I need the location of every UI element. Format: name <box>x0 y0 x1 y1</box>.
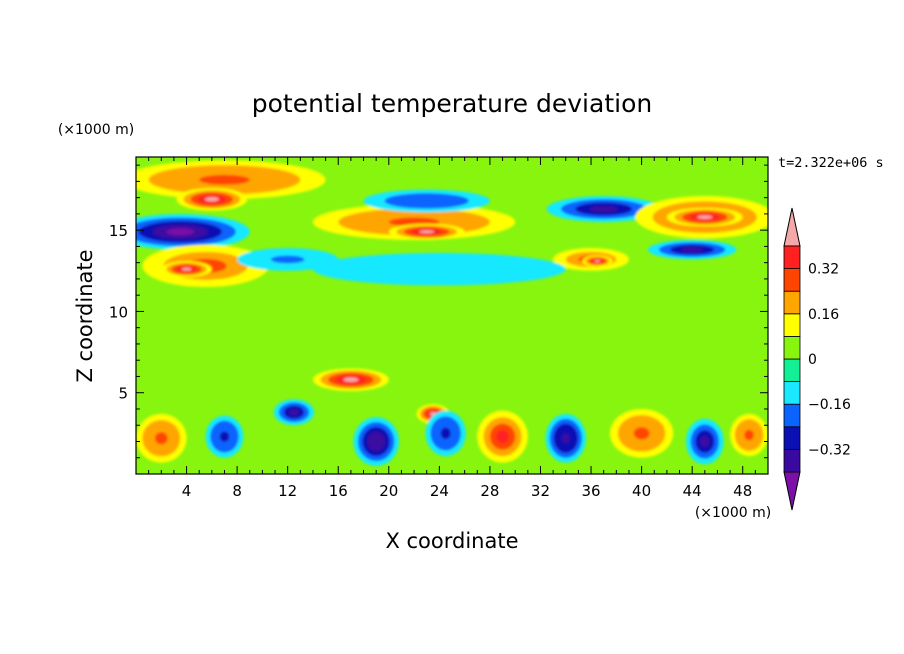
colorbar-segment <box>783 335 801 360</box>
x-tick-label: 36 <box>581 482 600 500</box>
colorbar-segment <box>783 426 801 450</box>
contour-feature <box>312 252 566 286</box>
y-axis-label: Z coordinate <box>73 249 97 382</box>
x-tick-label: 28 <box>480 482 499 500</box>
plot-area <box>135 156 769 475</box>
contour-feature <box>154 432 168 445</box>
x-tick-label: 40 <box>632 482 651 500</box>
x-tick-label: 12 <box>278 482 297 500</box>
contour-feature <box>589 205 618 213</box>
x-tick-label: 32 <box>531 482 550 500</box>
contour-feature <box>496 430 509 444</box>
chart-title: potential temperature deviation <box>252 89 652 118</box>
y-axis: 5 10 15 <box>109 164 768 459</box>
contour-feature <box>199 174 250 185</box>
x-unit-label: (×1000 m) <box>695 505 771 521</box>
x-tick-label: 16 <box>329 482 348 500</box>
colorbar-lower-extend <box>783 471 801 511</box>
contour-feature <box>166 228 195 236</box>
colorbar-segment <box>783 358 801 383</box>
colorbar-tick-label: 0.32 <box>808 262 839 278</box>
time-label: t=2.322e+06 s <box>778 155 884 171</box>
colorbar: −0.32 −0.16 0 0.16 0.32 <box>783 207 851 511</box>
y-tick-label: 10 <box>109 303 128 321</box>
colorbar-segment <box>783 381 801 405</box>
colorbar-segment <box>783 403 801 428</box>
x-axis: 4 8 12 16 20 24 28 32 36 40 44 48 <box>148 157 756 500</box>
colorbar-segment <box>783 268 801 292</box>
contour-feature <box>371 436 381 447</box>
x-tick-label: 20 <box>379 482 398 500</box>
contour-feature <box>561 433 570 444</box>
contour-feature <box>204 196 219 202</box>
colorbar-tick-label: 0.16 <box>808 307 839 323</box>
contour-feature <box>270 255 305 264</box>
x-tick-label: 48 <box>733 482 752 500</box>
contour-feature <box>181 267 192 271</box>
colorbar-segment <box>783 245 801 270</box>
colorbar-upper-extend <box>783 207 801 247</box>
contour-feature <box>681 247 704 253</box>
x-tick-label: 24 <box>430 482 449 500</box>
contour-feature <box>697 215 713 220</box>
x-tick-label: 4 <box>182 482 192 500</box>
contour-feature <box>343 377 359 382</box>
y-tick-label: 5 <box>118 385 128 403</box>
contour-field <box>136 160 768 466</box>
contour-feature <box>288 408 300 416</box>
contour-feature <box>219 431 230 442</box>
y-unit-label: (×1000 m) <box>58 122 134 138</box>
contour-feature <box>419 230 435 234</box>
contour-feature <box>744 429 754 441</box>
colorbar-tick-label: 0 <box>808 352 817 368</box>
x-tick-label: 44 <box>683 482 702 500</box>
colorbar-tick-label: −0.32 <box>808 442 851 458</box>
contour-feature <box>633 427 650 440</box>
colorbar-segment <box>783 313 801 337</box>
x-tick-label: 8 <box>232 482 242 500</box>
y-tick-label: 15 <box>109 222 128 240</box>
contour-feature <box>440 427 451 440</box>
contour-feature <box>405 197 448 205</box>
contour-feature <box>700 435 710 448</box>
colorbar-segment <box>783 290 801 315</box>
colorbar-tick-label: −0.16 <box>808 397 851 413</box>
colorbar-segment <box>783 448 801 473</box>
contour-feature <box>594 259 601 263</box>
x-axis-label: X coordinate <box>385 529 518 553</box>
